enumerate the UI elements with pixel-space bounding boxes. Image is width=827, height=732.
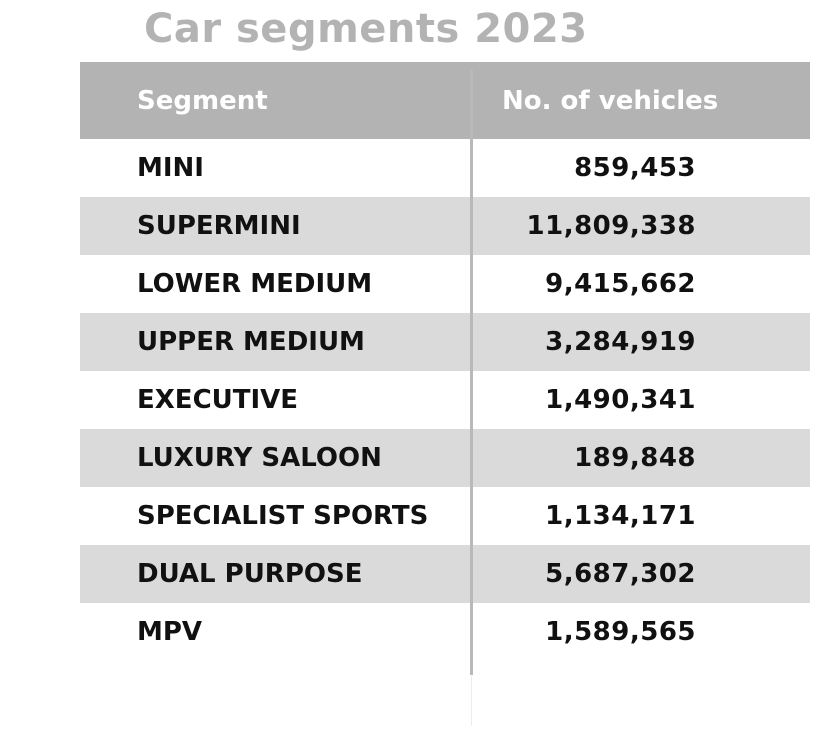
table-row: DUAL PURPOSE 5,687,302	[80, 545, 810, 603]
vehicles-cell: 3,284,919	[545, 327, 696, 357]
table-header: Segment No. of vehicles	[80, 62, 810, 139]
vehicles-cell: 9,415,662	[545, 269, 696, 299]
segment-cell: SPECIALIST SPORTS	[137, 501, 429, 531]
segment-cell: LUXURY SALOON	[137, 443, 382, 473]
column-divider	[470, 70, 473, 675]
segment-cell: UPPER MEDIUM	[137, 327, 365, 357]
table-row: SPECIALIST SPORTS 1,134,171	[80, 487, 810, 545]
vehicles-cell: 859,453	[574, 153, 696, 183]
table-row: EXECUTIVE 1,490,341	[80, 371, 810, 429]
segment-cell: EXECUTIVE	[137, 385, 299, 415]
vehicles-cell: 1,589,565	[545, 617, 696, 647]
segment-cell: SUPERMINI	[137, 211, 301, 241]
column-divider-tail	[471, 676, 472, 726]
table-row: LUXURY SALOON 189,848	[80, 429, 810, 487]
vehicles-cell: 1,134,171	[545, 501, 696, 531]
table-row: MPV 1,589,565	[80, 603, 810, 661]
segment-cell: DUAL PURPOSE	[137, 559, 363, 589]
vehicles-cell: 11,809,338	[526, 211, 696, 241]
vehicles-cell: 189,848	[574, 443, 696, 473]
segments-table: Segment No. of vehicles MINI 859,453 SUP…	[80, 62, 810, 661]
column-header-vehicles: No. of vehicles	[502, 85, 719, 116]
column-header-segment: Segment	[137, 85, 268, 116]
table-row: MINI 859,453	[80, 139, 810, 197]
vehicles-cell: 5,687,302	[545, 559, 696, 589]
page-title: Car segments 2023	[144, 6, 588, 52]
table-row: UPPER MEDIUM 3,284,919	[80, 313, 810, 371]
vehicles-cell: 1,490,341	[545, 385, 696, 415]
segment-cell: MINI	[137, 153, 204, 183]
segment-cell: LOWER MEDIUM	[137, 269, 373, 299]
segment-cell: MPV	[137, 617, 203, 647]
table-row: SUPERMINI 11,809,338	[80, 197, 810, 255]
table-row: LOWER MEDIUM 9,415,662	[80, 255, 810, 313]
